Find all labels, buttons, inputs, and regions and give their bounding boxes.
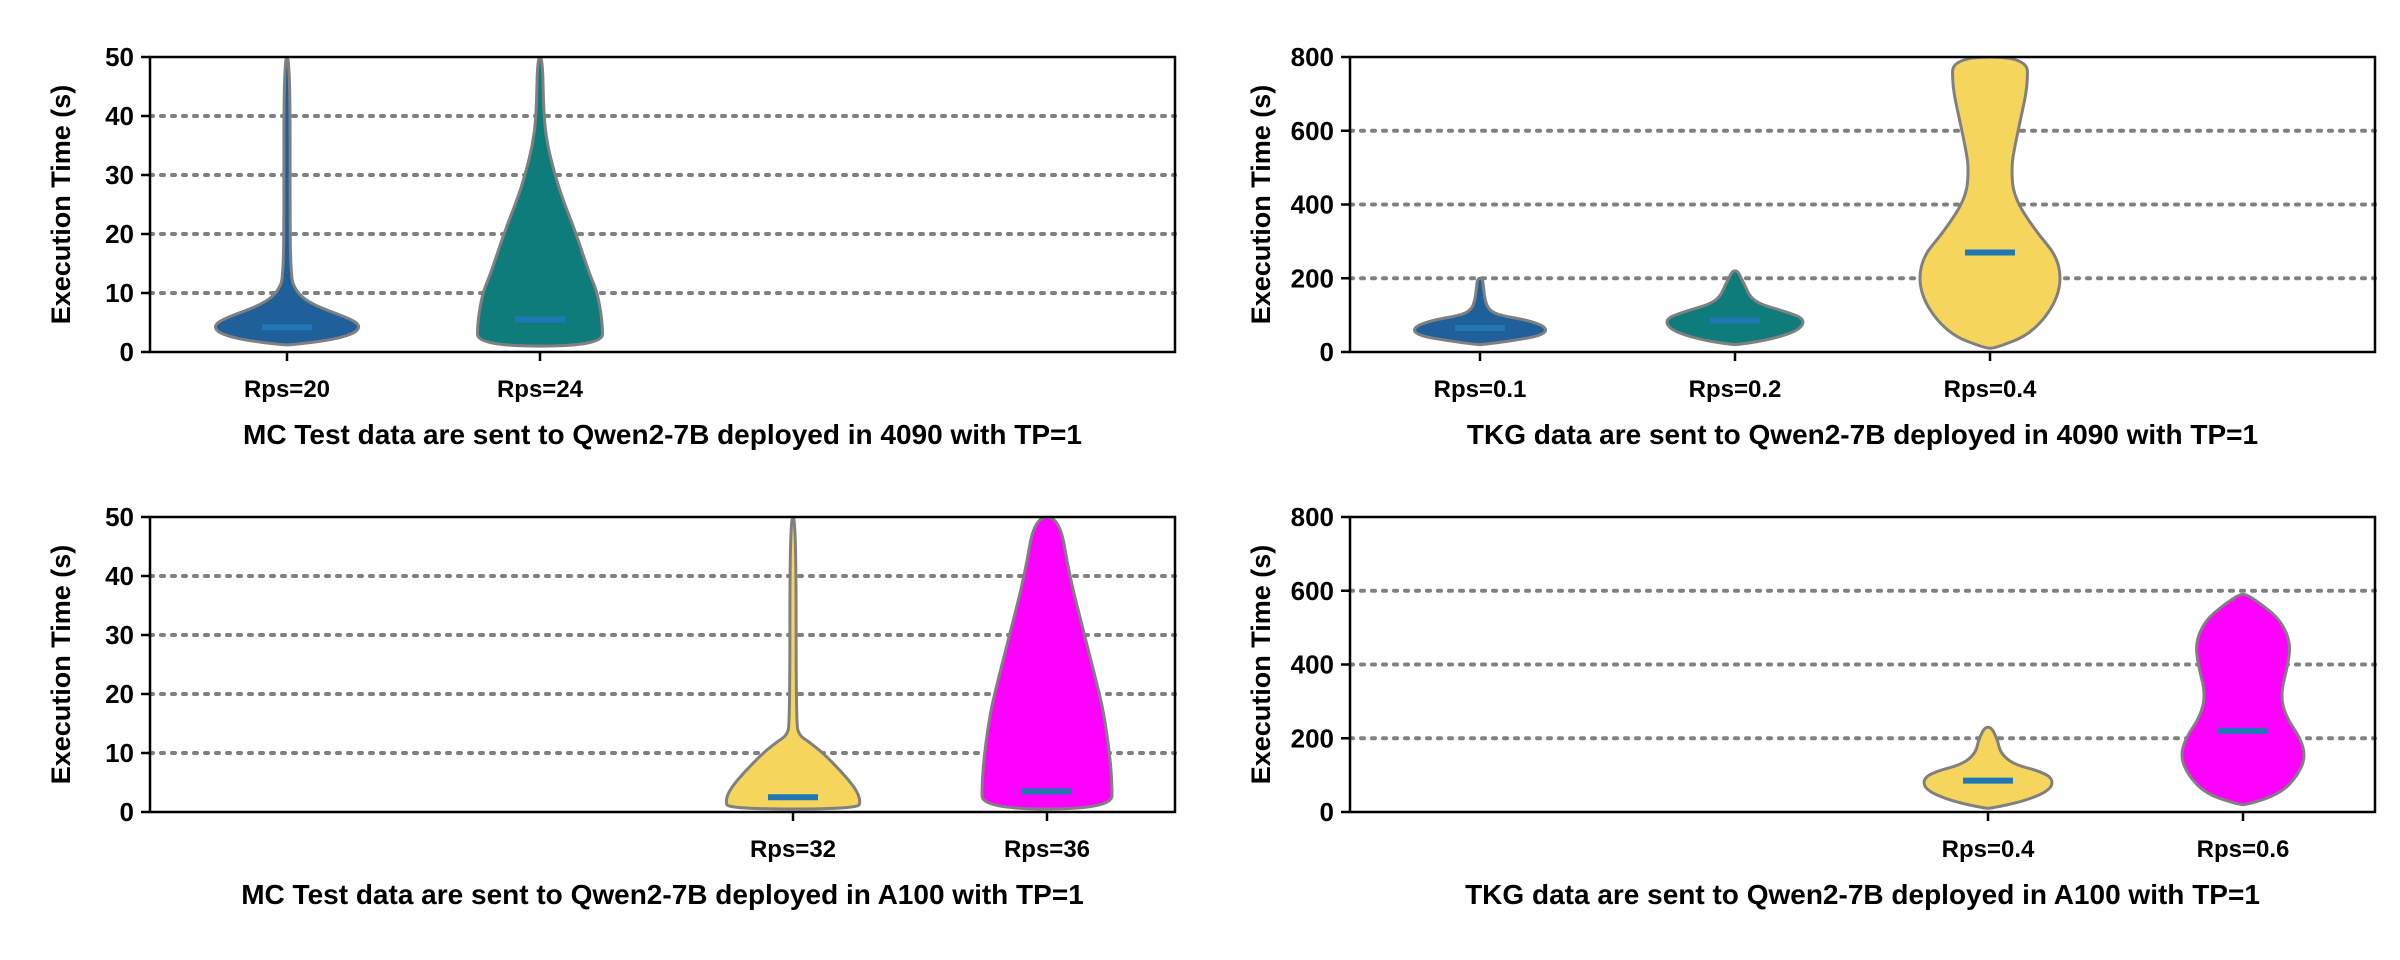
panel-mc-4090-violin [213,57,361,347]
panel-mc-4090-xlabel: MC Test data are sent to Qwen2-7B deploy… [243,419,1082,450]
panel-mc-a100-violin [724,517,862,811]
panel-tkg-4090: 0 200 400 600 800 Rps=0.1 Rps=0.2 Rps=0.4 Execut… [1246,42,2377,450]
panel-mc-a100-ytick-label: 50 [105,502,134,532]
panel-mc-4090-ylabel: Execution Time (s) [46,85,76,325]
panel-mc-a100-axes-frame [148,515,1177,814]
panel-tkg-4090-ytick-label: 200 [1291,263,1334,293]
panel-mc-a100: 0 10 20 30 40 50 Rps=32 Rps=36 Execution Time (s… [46,502,1177,910]
panel-tkg-a100-xlabel: TKG data are sent to Qwen2-7B deployed i… [1465,879,2260,910]
panel-mc-a100-ytick-label: 40 [105,561,134,591]
panel-tkg-a100: 0 200 400 600 800 Rps=0.4 Rps=0.6 Execution Tim… [1246,502,2377,910]
panel-mc-4090-ytick-label: 20 [105,219,134,249]
panel-tkg-a100-xtick-label: Rps=0.6 [2197,836,2290,863]
panel-mc-a100-violin [980,517,1114,811]
panel-mc-a100-xtick-label: Rps=36 [1004,836,1090,863]
panel-tkg-4090-violin [1918,57,2062,350]
panel-mc-4090: 0 10 20 30 40 50 Rps=20 Rps=24 Execution Time (s… [46,42,1177,450]
panel-tkg-a100-ytick-label: 0 [1320,797,1334,827]
panel-tkg-4090-xtick-label: Rps=0.2 [1689,376,1782,403]
panel-tkg-a100-ytick-label: 800 [1291,502,1334,532]
panel-mc-4090-axes-frame [148,55,1177,354]
panel-tkg-4090-xtick-label: Rps=0.1 [1434,376,1527,403]
panel-tkg-4090-ytick-label: 800 [1291,42,1334,72]
panel-mc-a100-ytick-label: 30 [105,620,134,650]
panel-tkg-a100-violin [2180,592,2306,807]
panel-mc-4090-ytick-label: 50 [105,42,134,72]
panel-tkg-a100-ylabel: Execution Time (s) [1246,545,1276,785]
panel-tkg-4090-xtick-label: Rps=0.4 [1944,376,2037,403]
panel-mc-4090-xtick-label: Rps=24 [497,376,584,403]
panel-tkg-a100-xtick-label: Rps=0.4 [1942,836,2035,863]
panel-tkg-a100-violin [1922,725,2054,810]
panel-mc-a100-ytick-label: 0 [120,797,134,827]
panel-tkg-4090-ylabel: Execution Time (s) [1246,85,1276,325]
panel-tkg-4090-violin [1412,276,1548,347]
panel-mc-a100-ylabel: Execution Time (s) [46,545,76,785]
panel-tkg-a100-ytick-label: 200 [1291,723,1334,753]
panel-tkg-a100-ytick-label: 600 [1291,576,1334,606]
panel-mc-a100-ytick-label: 10 [105,738,134,768]
panel-mc-a100-xtick-label: Rps=32 [750,836,836,863]
panel-mc-4090-ytick-label: 40 [105,101,134,131]
panel-mc-4090-ytick-label: 30 [105,160,134,190]
panel-tkg-4090-ytick-label: 600 [1291,116,1334,146]
panel-mc-4090-violin [475,57,605,348]
panel-mc-a100-xlabel: MC Test data are sent to Qwen2-7B deploy… [241,879,1084,910]
panel-mc-4090-ytick-label: 0 [120,337,134,367]
panel-tkg-4090-ytick-label: 400 [1291,190,1334,220]
panel-tkg-4090-ytick-label: 0 [1320,337,1334,367]
panel-mc-4090-xtick-label: Rps=20 [244,376,330,403]
panel-tkg-4090-violin [1665,269,1805,347]
panel-tkg-4090-xlabel: TKG data are sent to Qwen2-7B deployed i… [1467,419,2258,450]
panel-mc-a100-ytick-label: 20 [105,679,134,709]
panel-tkg-a100-ytick-label: 400 [1291,650,1334,680]
panel-mc-4090-ytick-label: 10 [105,278,134,308]
